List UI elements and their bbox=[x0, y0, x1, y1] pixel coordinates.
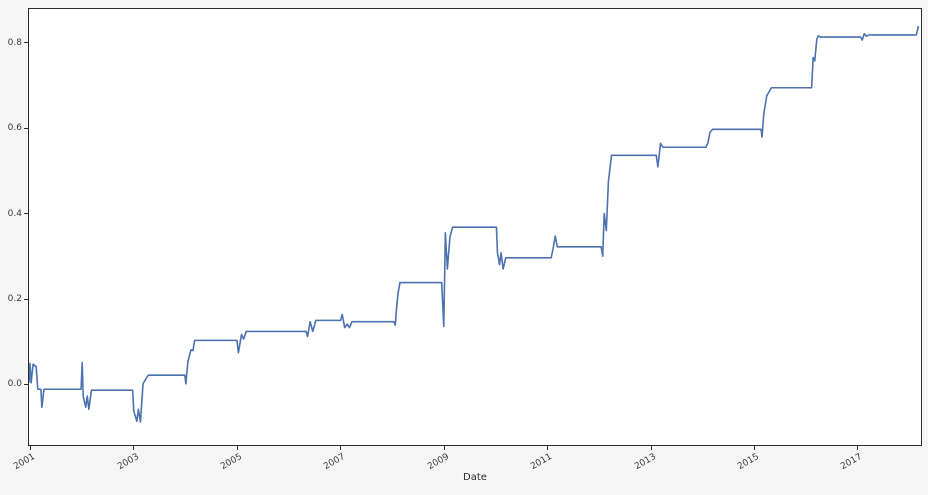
x-tick-label: 2011 bbox=[529, 452, 555, 473]
x-tick-label: 2013 bbox=[632, 452, 658, 473]
x-tick-label: 2009 bbox=[425, 452, 451, 473]
y-tick-mark bbox=[24, 213, 28, 215]
x-axis-title: Date bbox=[463, 472, 487, 483]
x-tick-mark bbox=[650, 446, 652, 450]
y-tick-label: 0.8 bbox=[7, 37, 22, 48]
y-tick-mark bbox=[24, 127, 28, 129]
x-tick-label: 2003 bbox=[115, 452, 141, 473]
x-tick-mark bbox=[133, 446, 135, 450]
y-tick-label: 0.0 bbox=[7, 379, 22, 390]
x-tick-mark bbox=[547, 446, 549, 450]
y-tick-mark bbox=[24, 383, 28, 385]
x-tick-mark bbox=[857, 446, 859, 450]
y-tick-label: 0.6 bbox=[7, 123, 22, 134]
x-tick-label: 2007 bbox=[322, 452, 348, 473]
x-tick-label: 2001 bbox=[12, 452, 38, 473]
y-tick-label: 0.4 bbox=[7, 208, 22, 219]
x-tick-label: 2017 bbox=[839, 452, 865, 473]
y-tick-mark bbox=[24, 298, 28, 300]
x-tick-mark bbox=[236, 446, 238, 450]
plot-area bbox=[28, 8, 922, 446]
line-chart-canvas bbox=[29, 25, 920, 423]
x-tick-mark bbox=[340, 446, 342, 450]
x-tick-mark bbox=[443, 446, 445, 450]
x-tick-label: 2015 bbox=[736, 452, 761, 473]
series-line bbox=[29, 25, 920, 423]
y-tick-label: 0.2 bbox=[7, 294, 22, 304]
y-tick-mark bbox=[24, 42, 28, 44]
x-tick-mark bbox=[30, 446, 32, 450]
x-tick-mark bbox=[753, 446, 755, 450]
x-tick-label: 2005 bbox=[219, 452, 244, 473]
